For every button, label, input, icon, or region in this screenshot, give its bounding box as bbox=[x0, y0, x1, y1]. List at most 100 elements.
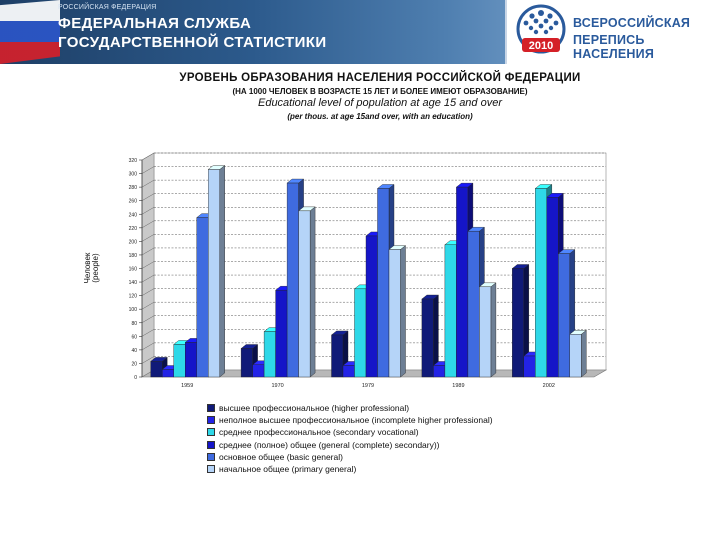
bar-2002-series-3 bbox=[535, 188, 547, 378]
x-tick-label: 2002 bbox=[543, 383, 555, 389]
y-tick-label: 320 bbox=[129, 158, 138, 164]
legend-swatch bbox=[207, 416, 215, 425]
chart-subtitle-en: (per thous. at age 15and over, with an e… bbox=[287, 112, 473, 121]
bar-side bbox=[219, 165, 225, 378]
org-title-line2: ГОСУДАРСТВЕННОЙ СТАТИСТИКИ bbox=[58, 34, 327, 51]
bar-2002-series-2 bbox=[523, 355, 536, 378]
legend-label: неполное высшее профессиональное (incomp… bbox=[219, 415, 493, 426]
bar-1979-series-4 bbox=[365, 235, 378, 378]
bar-1970-series-4 bbox=[275, 290, 288, 378]
bar-1989-series-2 bbox=[433, 365, 446, 378]
legend-label: среднее (полное) общее (general (complet… bbox=[219, 439, 440, 450]
gridline-side bbox=[141, 152, 155, 161]
bar-1970-series-1 bbox=[240, 348, 253, 378]
legend-item: высшее профессиональное (higher professi… bbox=[207, 402, 493, 414]
bar-1989-series-5 bbox=[467, 231, 480, 378]
legend-item: начальное общее (primary general) bbox=[207, 463, 493, 475]
y-tick-label: 140 bbox=[129, 280, 138, 286]
y-tick-label: 260 bbox=[129, 199, 138, 205]
legend-swatch bbox=[207, 465, 215, 474]
legend-swatch bbox=[207, 452, 215, 461]
bar-1989-series-1 bbox=[421, 298, 434, 378]
x-tick-label: 1979 bbox=[362, 383, 374, 389]
bar-1979-series-1 bbox=[331, 334, 344, 378]
census-title-line2: ПЕРЕПИСЬ НАСЕЛЕНИЯ bbox=[573, 33, 655, 61]
legend-label: начальное общее (primary general) bbox=[219, 464, 357, 475]
bar-1989-series-3 bbox=[444, 244, 457, 378]
gridline-side bbox=[141, 179, 155, 188]
gridline-side bbox=[141, 329, 155, 337]
bar-1959-series-2 bbox=[161, 369, 174, 378]
y-tick-label: 240 bbox=[129, 212, 138, 218]
bar-1959-series-4 bbox=[184, 342, 197, 378]
bar-1979-series-6 bbox=[388, 249, 401, 378]
legend-label: высшее профессиональное (higher professi… bbox=[219, 403, 410, 414]
gridline-side bbox=[141, 342, 155, 351]
gridline-side bbox=[141, 193, 155, 201]
y-axis-label-en: (people) bbox=[91, 253, 101, 283]
legend-label: среднее профессиональное (secondary voca… bbox=[219, 427, 419, 438]
bar-1970-series-6 bbox=[298, 210, 311, 378]
gridline-side bbox=[141, 315, 155, 323]
bar-1979-series-3 bbox=[354, 288, 367, 378]
bar-1970-series-5 bbox=[286, 182, 299, 378]
bar-1970-series-2 bbox=[252, 364, 265, 378]
y-tick-label: 80 bbox=[131, 321, 137, 327]
y-tick-label: 100 bbox=[129, 307, 138, 313]
legend-swatch bbox=[207, 440, 215, 449]
census-logo-panel: 2010 ВСЕРОССИЙСКАЯ ПЕРЕПИСЬ НАСЕЛЕНИЯ bbox=[505, 0, 720, 64]
gridline-side bbox=[141, 301, 155, 310]
y-tick-label: 180 bbox=[129, 253, 138, 259]
chart-title: УРОВЕНЬ ОБРАЗОВАНИЯ НАСЕЛЕНИЯ РОССИЙСКОЙ… bbox=[179, 72, 581, 84]
y-tick-label: 40 bbox=[131, 348, 137, 354]
gridline-side bbox=[141, 288, 155, 296]
bar-1979-series-5 bbox=[377, 188, 390, 378]
gridline-side bbox=[141, 234, 155, 242]
y-tick-label: 200 bbox=[129, 239, 138, 245]
y-tick-label: 160 bbox=[129, 267, 138, 273]
gridline-side bbox=[141, 356, 155, 364]
legend-swatch bbox=[207, 404, 215, 413]
bar-2002-series-4 bbox=[546, 197, 559, 378]
x-tick-label: 1970 bbox=[271, 383, 283, 389]
chart-title-en: Educational level of population at age 1… bbox=[257, 97, 502, 109]
bar-2002-series-6 bbox=[569, 334, 582, 378]
bar-side bbox=[490, 282, 497, 378]
bar-side bbox=[400, 245, 406, 378]
bar-1959-series-3 bbox=[173, 344, 186, 378]
bar-1989-series-4 bbox=[456, 186, 469, 378]
y-tick-label: 220 bbox=[129, 226, 138, 232]
bar-2002-series-1 bbox=[512, 268, 524, 378]
bar-side bbox=[581, 329, 587, 378]
gridline-side bbox=[141, 207, 155, 215]
legend-swatch bbox=[207, 428, 215, 437]
y-tick-label: 300 bbox=[129, 172, 138, 178]
legend-item: среднее (полное) общее (general (complet… bbox=[207, 439, 493, 451]
y-tick-label: 280 bbox=[129, 185, 138, 191]
x-tick-label: 1959 bbox=[181, 383, 193, 389]
bar-side bbox=[309, 206, 316, 378]
y-tick-label: 120 bbox=[129, 294, 138, 300]
legend-label: основное общее (basic general) bbox=[219, 451, 343, 462]
gridline-side bbox=[141, 247, 155, 256]
y-tick-label: 60 bbox=[131, 334, 137, 340]
y-tick-label: 20 bbox=[131, 361, 137, 367]
chart-legend: высшее профессиональное (higher professi… bbox=[207, 402, 493, 475]
gridline-side bbox=[141, 261, 155, 269]
legend-item: основное общее (basic general) bbox=[207, 451, 493, 463]
chart-subtitle: (НА 1000 ЧЕЛОВЕК В ВОЗРАСТЕ 15 ЛЕТ И БОЛ… bbox=[232, 87, 528, 96]
census-title-line1: ВСЕРОССИЙСКАЯ bbox=[573, 16, 691, 30]
bar-1959-series-6 bbox=[207, 169, 220, 378]
x-tick-label: 1989 bbox=[452, 383, 464, 389]
bar-1989-series-6 bbox=[479, 286, 492, 378]
gridline-side bbox=[141, 274, 155, 283]
bar-1979-series-2 bbox=[342, 365, 355, 378]
russian-flag-icon bbox=[0, 0, 60, 64]
bar-1970-series-3 bbox=[263, 331, 276, 378]
bar-1959-series-5 bbox=[196, 217, 209, 378]
legend-item: среднее профессиональное (secondary voca… bbox=[207, 426, 493, 438]
gridline-side bbox=[141, 166, 155, 174]
org-country-label: РОССИЙСКАЯ ФЕДЕРАЦИЯ bbox=[58, 4, 157, 11]
legend-item: неполное высшее профессиональное (incomp… bbox=[207, 414, 493, 426]
